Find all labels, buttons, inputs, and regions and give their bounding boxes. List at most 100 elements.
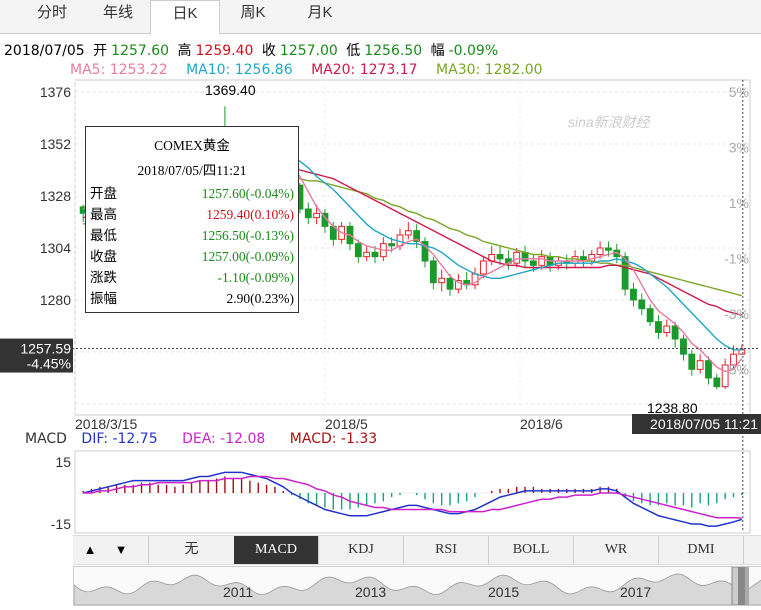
candle-body (404, 230, 412, 236)
scroll-down-arrow-icon[interactable]: ▼ (114, 542, 128, 557)
candle-body (663, 325, 671, 333)
tab-timeshare[interactable]: 分时 (36, 4, 67, 21)
y-tick-label: 1376 (40, 84, 71, 100)
candle-body (655, 321, 662, 333)
macd-panel-border (74, 450, 751, 534)
indicator-wr-button[interactable]: WR (574, 536, 659, 564)
tooltip-row-high: 最高 1259.40(0.10%) (86, 204, 298, 225)
close-value: 1257.00 (279, 43, 338, 59)
candle-body (421, 241, 429, 262)
tooltip-date: 2018/07/05/四11:21 (137, 163, 247, 178)
y-tick-label: 1280 (40, 292, 71, 308)
indicator-toolbar: ▲ ▼ 无 MACD KDJ RSI BOLL WR DMI (73, 535, 761, 565)
tooltip-label: 最低 (90, 228, 117, 243)
indicator-rsi-button[interactable]: RSI (404, 536, 489, 564)
tab-weekly-k[interactable]: 周K (240, 4, 266, 21)
ohlc-tooltip: COMEX黄金 2018/07/05/四11:21 开盘 1257.60(-0.0… (85, 126, 299, 313)
indicator-none-button[interactable]: 无 (148, 536, 235, 564)
crosshair-date-box (632, 414, 761, 434)
high-value: 1259.40 (195, 43, 254, 59)
min-price-label: 1238.80 (647, 400, 698, 416)
candle-body (479, 260, 487, 275)
candle-body (621, 256, 629, 290)
range-navigator-sparkline (73, 566, 761, 606)
high-label: 高 (177, 43, 192, 59)
low-label: 低 (346, 43, 361, 59)
candle-body (388, 243, 396, 247)
range-handle-right[interactable] (745, 567, 749, 605)
y-tick-label: 1304 (40, 240, 71, 256)
macd-header: MACD DIF: -12.75 DEA: -12.08 MACD: -1.33 (25, 431, 397, 447)
candle-body (605, 247, 612, 251)
tooltip-value: 1257.60(-0.04%) (201, 186, 294, 201)
pct-tick-label: 5% (729, 84, 749, 100)
indicator-dmi-button[interactable]: DMI (659, 536, 744, 564)
tab-monthly-k[interactable]: 月K (307, 4, 333, 21)
crosshair-pct: -4.45% (27, 356, 71, 372)
candle-body (529, 260, 537, 266)
macd-title: MACD (25, 431, 67, 447)
tab-yearly-line[interactable]: 年线 (102, 4, 133, 21)
x-tick-label: 2018/3/15 (75, 416, 137, 432)
pct-tick-label: 1% (729, 195, 749, 211)
candlestick-chart[interactable]: sina新浪财经 1376135213281304128012565%3%1%-… (0, 0, 761, 535)
scroll-up-arrow-icon[interactable]: ▲ (83, 542, 97, 557)
candle-body (454, 280, 462, 290)
tooltip-title: COMEX黄金 (154, 138, 230, 153)
candle-body (313, 212, 321, 219)
candle-body (721, 364, 729, 388)
candle-body (680, 338, 687, 355)
candle-body (705, 360, 712, 379)
candle-body (738, 349, 746, 355)
candle-body (363, 251, 371, 258)
ma10-label: MA10: 1256.86 (186, 62, 293, 78)
tab-daily-k[interactable]: 日K (150, 0, 220, 35)
tooltip-label: 振幅 (90, 291, 117, 306)
dif-line (82, 471, 743, 527)
year-label: 2013 (355, 584, 387, 600)
crosshair-price-box (0, 338, 73, 373)
tooltip-label: 涨跌 (90, 270, 117, 285)
ma-legend: MA5: 1253.22 MA10: 1256.86 MA20: 1273.17… (70, 62, 557, 78)
candle-body (446, 277, 454, 290)
pct-tick-label: -3% (724, 306, 749, 322)
ma5-label: MA5: 1253.22 (70, 62, 168, 78)
candle-body (438, 277, 446, 284)
low-value: 1256.50 (364, 43, 423, 59)
pct-tick-label: 3% (729, 140, 749, 156)
open-value: 1257.60 (111, 43, 170, 59)
tooltip-row-close: 收盘 1257.00(-0.09%) (86, 246, 298, 267)
candle-body (696, 360, 704, 370)
tooltip-row-low: 最低 1256.50(-0.13%) (86, 225, 298, 246)
tooltip-row-open: 开盘 1257.60(-0.04%) (86, 183, 298, 204)
year-label: 2015 (488, 584, 520, 600)
tooltip-label: 最高 (90, 207, 117, 222)
amp-label: 幅 (430, 43, 445, 59)
range-window[interactable] (738, 567, 745, 605)
candle-body (304, 208, 312, 219)
indicator-boll-button[interactable]: BOLL (489, 536, 574, 564)
y-tick-label: 1328 (40, 188, 71, 204)
tooltip-row-amplitude: 振幅 2.90(0.23%) (86, 288, 298, 309)
year-label: 2017 (620, 584, 652, 600)
pct-tick-label: -1% (724, 251, 749, 267)
tooltip-value: 1257.00(-0.09%) (201, 249, 294, 264)
candle-body (521, 251, 529, 262)
candle-body (671, 325, 679, 340)
tooltip-value: 1259.40(0.10%) (206, 207, 294, 222)
candle-body (538, 256, 546, 266)
candle-body (496, 254, 504, 260)
candle-body (638, 299, 646, 310)
candle-body (413, 230, 421, 243)
range-navigator[interactable] (73, 566, 761, 606)
candle-body (596, 247, 604, 255)
y-tick-label: 1352 (40, 136, 71, 152)
pct-tick-label: -5% (724, 362, 749, 378)
candle-body (646, 308, 654, 323)
indicator-macd-button[interactable]: MACD (234, 536, 319, 564)
candle-body (630, 288, 637, 301)
dif-label: DIF: -12.75 (81, 431, 158, 447)
indicator-kdj-button[interactable]: KDJ (319, 536, 404, 564)
macd-tick-label: -15 (51, 516, 71, 532)
